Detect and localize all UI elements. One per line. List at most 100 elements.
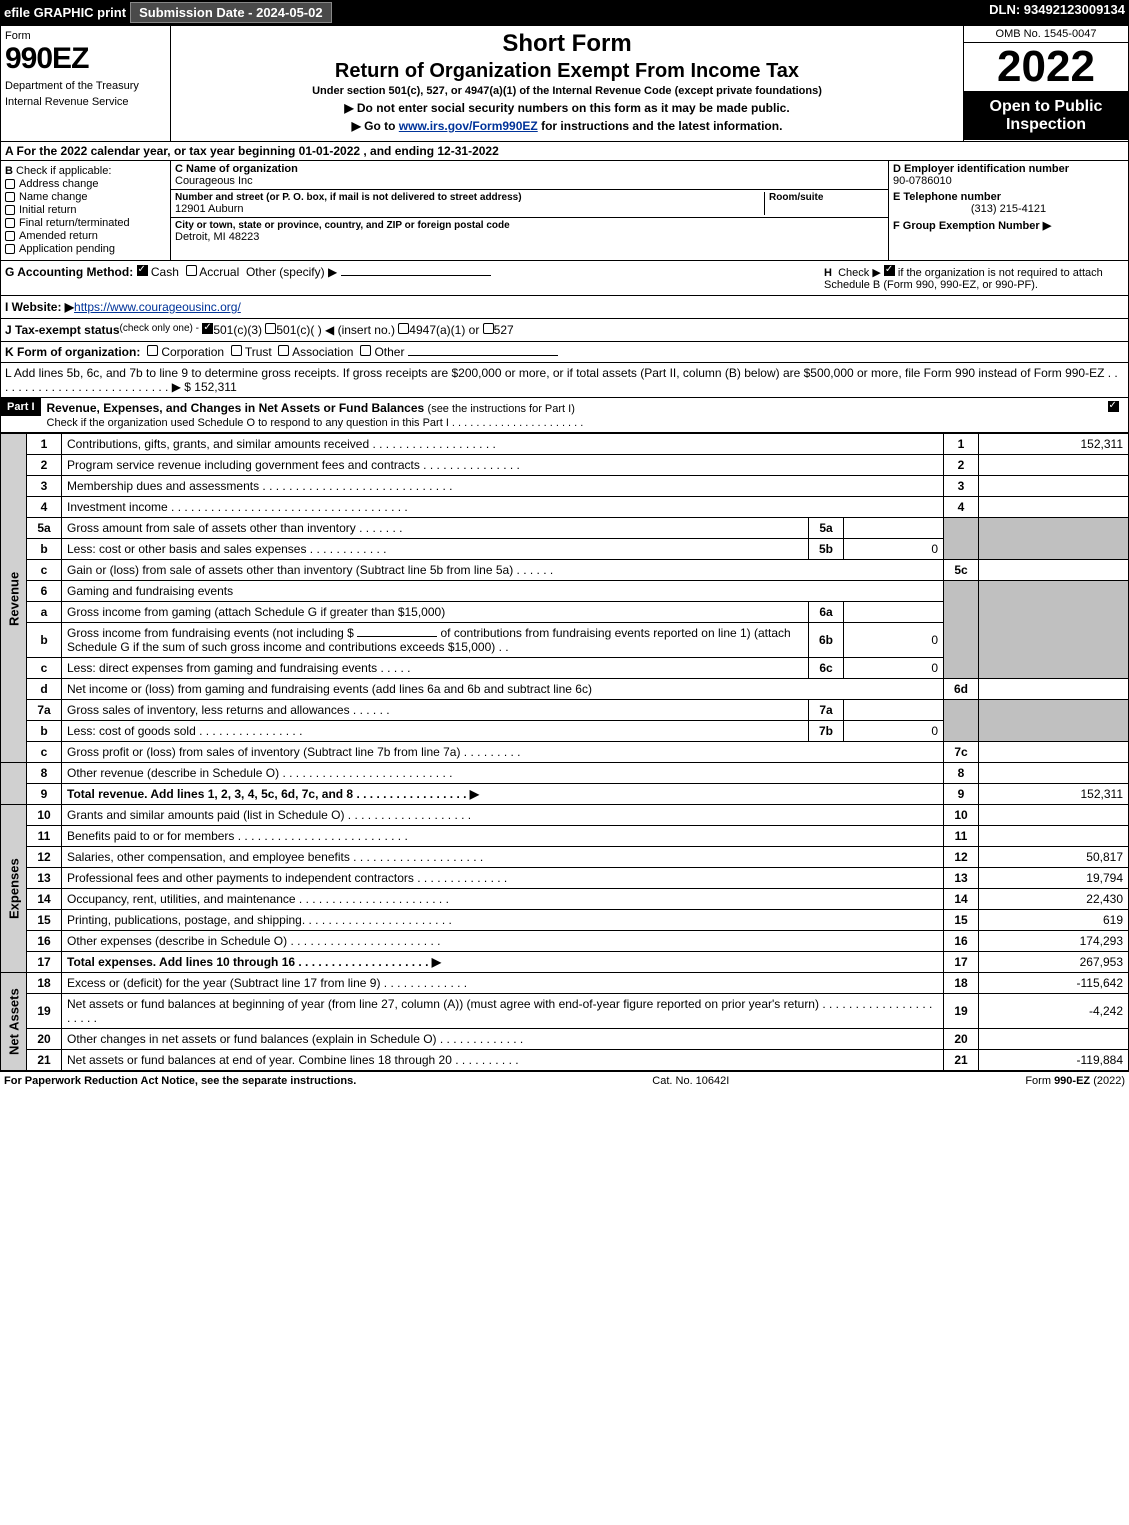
irs-link[interactable]: www.irs.gov/Form990EZ: [399, 119, 538, 133]
chk-cash[interactable]: [137, 265, 148, 276]
line-5a-num: 5a: [27, 518, 62, 539]
line-12-ref: 12: [944, 847, 979, 868]
line-17-desc-text: Total expenses. Add lines 10 through 16 …: [67, 955, 441, 969]
line-17-amt: 267,953: [979, 952, 1129, 973]
chk-schedule-b[interactable]: [884, 265, 895, 276]
line-5a-sub: 5a: [809, 518, 844, 539]
goto-post: for instructions and the latest informat…: [538, 119, 783, 133]
line-6-num: 6: [27, 581, 62, 602]
chk-501c3[interactable]: [202, 323, 213, 334]
goto-line: ▶ Go to www.irs.gov/Form990EZ for instru…: [179, 119, 955, 133]
chk-schedule-o[interactable]: [1108, 401, 1119, 412]
c-street-label: Number and street (or P. O. box, if mail…: [175, 192, 764, 203]
line-19-amt: -4,242: [979, 994, 1129, 1029]
chk-501c[interactable]: [265, 323, 276, 334]
line-16-desc: Other expenses (describe in Schedule O) …: [62, 931, 944, 952]
line-6a-sub: 6a: [809, 602, 844, 623]
b-checkboxes: B Check if applicable: Address change Na…: [1, 161, 171, 260]
line-5c-desc: Gain or (loss) from sale of assets other…: [62, 560, 944, 581]
chk-address-change[interactable]: [5, 179, 15, 189]
line-18-amt: -115,642: [979, 973, 1129, 994]
grey-5-amt: [979, 518, 1129, 560]
line-6b-subval: 0: [844, 623, 944, 658]
goto-pre: ▶ Go to: [352, 119, 399, 133]
line-2-ref: 2: [944, 455, 979, 476]
chk-trust[interactable]: [231, 345, 242, 356]
line-18-num: 18: [27, 973, 62, 994]
line-3-ref: 3: [944, 476, 979, 497]
line-6d-amt: [979, 679, 1129, 700]
lbl-name-change: Name change: [19, 191, 88, 203]
dln-label: DLN: 93492123009134: [989, 2, 1125, 23]
revenue-sidelabel: Revenue: [1, 434, 27, 763]
footer-right-pre: Form: [1025, 1075, 1054, 1087]
c-org-name: Courageous Inc: [175, 175, 884, 187]
line-6d-ref: 6d: [944, 679, 979, 700]
line-6a-desc: Gross income from gaming (attach Schedul…: [62, 602, 809, 623]
line-6d-desc: Net income or (loss) from gaming and fun…: [62, 679, 944, 700]
line-17-num: 17: [27, 952, 62, 973]
chk-4947[interactable]: [398, 323, 409, 334]
lbl-other-org: Other: [374, 345, 404, 359]
line-3-num: 3: [27, 476, 62, 497]
lbl-other: Other (specify) ▶: [246, 265, 337, 279]
l-gross-receipts: L Add lines 5b, 6c, and 7b to line 9 to …: [0, 363, 1129, 398]
line-5a-desc: Gross amount from sale of assets other t…: [62, 518, 809, 539]
line-11-desc: Benefits paid to or for members . . . . …: [62, 826, 944, 847]
chk-corporation[interactable]: [147, 345, 158, 356]
chk-association[interactable]: [278, 345, 289, 356]
line-6b-desc: Gross income from fundraising events (no…: [62, 623, 809, 658]
lbl-amended: Amended return: [19, 230, 98, 242]
other-org-input[interactable]: [408, 355, 558, 356]
lbl-address-change: Address change: [19, 178, 99, 190]
chk-initial-return[interactable]: [5, 205, 15, 215]
efile-label: efile GRAPHIC print: [4, 5, 126, 20]
line-20-ref: 20: [944, 1029, 979, 1050]
line-10-amt: [979, 805, 1129, 826]
part1-sub: (see the instructions for Part I): [428, 403, 575, 415]
line-5c-num: c: [27, 560, 62, 581]
line-5b-desc: Less: cost or other basis and sales expe…: [62, 539, 809, 560]
dept-treasury: Department of the Treasury: [5, 80, 166, 92]
chk-527[interactable]: [483, 323, 494, 334]
line-6c-sub: 6c: [809, 658, 844, 679]
line-10-desc: Grants and similar amounts paid (list in…: [62, 805, 944, 826]
c-city: Detroit, MI 48223: [175, 231, 884, 243]
line-7c-amt: [979, 742, 1129, 763]
ssn-warning: ▶ Do not enter social security numbers o…: [179, 101, 955, 115]
submission-date-btn[interactable]: Submission Date - 2024-05-02: [130, 2, 332, 23]
i-label: I Website: ▶: [5, 300, 74, 314]
line-19-num: 19: [27, 994, 62, 1029]
lbl-app-pending: Application pending: [19, 243, 115, 255]
footer-right-post: (2022): [1090, 1075, 1125, 1087]
chk-accrual[interactable]: [186, 265, 197, 276]
line-14-amt: 22,430: [979, 889, 1129, 910]
line-6b-blank[interactable]: [357, 636, 437, 637]
line-4-amt: [979, 497, 1129, 518]
expenses-sidelabel: Expenses: [1, 805, 27, 973]
chk-amended[interactable]: [5, 231, 15, 241]
chk-final-return[interactable]: [5, 218, 15, 228]
line-4-ref: 4: [944, 497, 979, 518]
chk-other-org[interactable]: [360, 345, 371, 356]
k-label: K Form of organization:: [5, 345, 140, 359]
footer-right-bold: 990-EZ: [1054, 1075, 1090, 1087]
chk-app-pending[interactable]: [5, 244, 15, 254]
form-990ez: 990EZ: [5, 42, 166, 76]
chk-name-change[interactable]: [5, 192, 15, 202]
line-5b-sub: 5b: [809, 539, 844, 560]
short-form-title: Short Form: [179, 30, 955, 58]
d-tel: (313) 215-4121: [893, 203, 1124, 215]
top-bar: efile GRAPHIC print Submission Date - 20…: [0, 0, 1129, 25]
line-1-amt: 152,311: [979, 434, 1129, 455]
d-ein-label: D Employer identification number: [893, 163, 1124, 175]
line-21-desc: Net assets or fund balances at end of ye…: [62, 1050, 944, 1071]
lbl-527: 527: [494, 323, 514, 337]
line-7b-desc: Less: cost of goods sold . . . . . . . .…: [62, 721, 809, 742]
other-specify-input[interactable]: [341, 275, 491, 276]
line-7c-num: c: [27, 742, 62, 763]
grey-6-amt: [979, 581, 1129, 679]
website-link[interactable]: https://www.courageousinc.org/: [74, 300, 241, 314]
line-7b-sub: 7b: [809, 721, 844, 742]
year-box: OMB No. 1545-0047 2022 Open to Public In…: [963, 26, 1128, 141]
